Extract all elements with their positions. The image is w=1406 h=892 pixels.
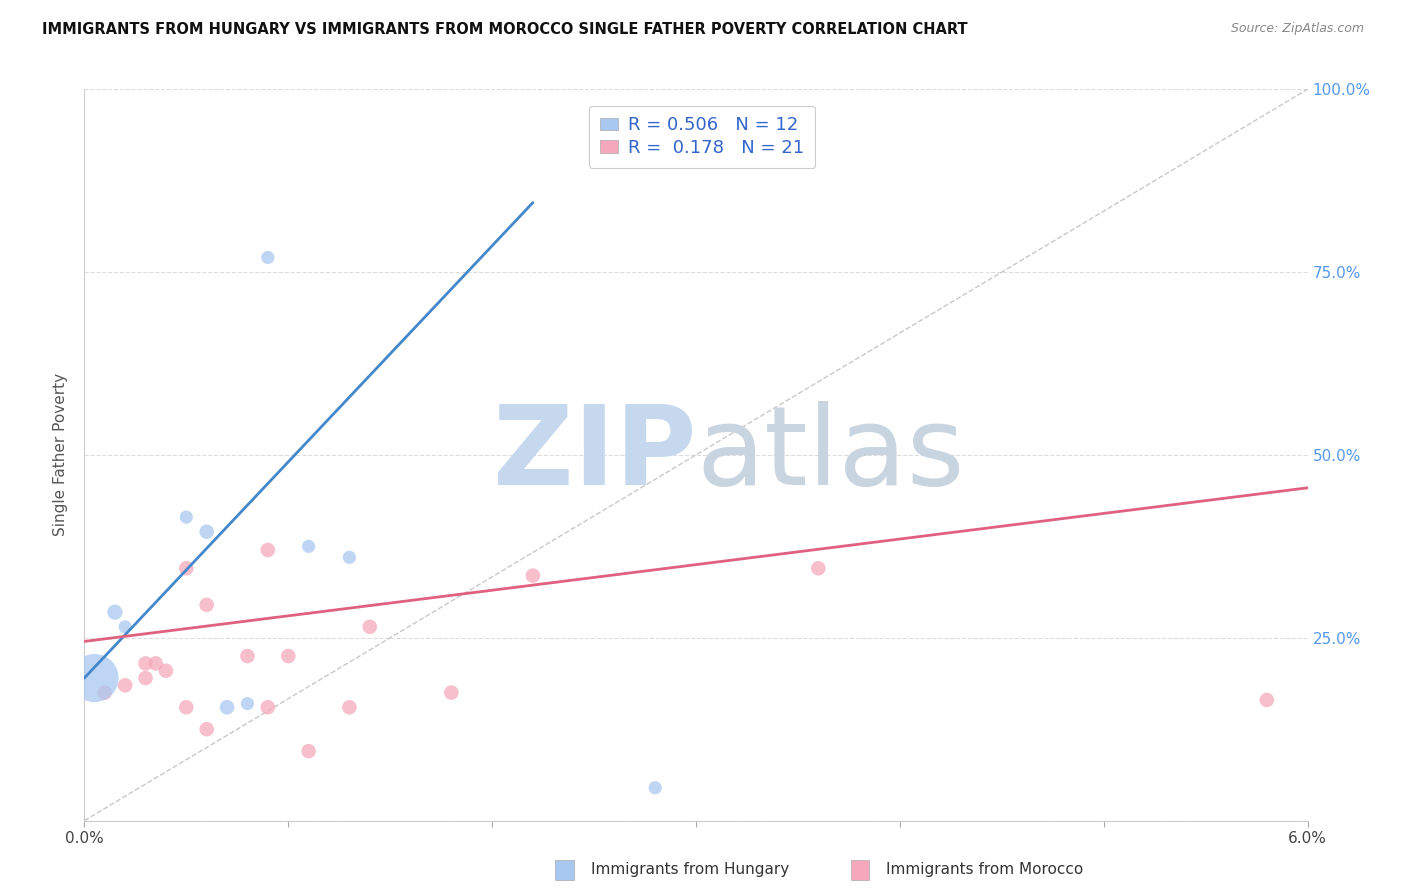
Point	[195, 524, 218, 539]
Point	[114, 620, 136, 634]
Point	[277, 649, 299, 664]
Point	[195, 598, 218, 612]
Text: ZIP: ZIP	[492, 401, 696, 508]
Point	[807, 561, 830, 575]
Point	[359, 620, 381, 634]
Text: Source: ZipAtlas.com: Source: ZipAtlas.com	[1230, 22, 1364, 36]
Point	[217, 700, 239, 714]
Point	[93, 686, 117, 700]
Point	[257, 251, 280, 265]
Text: Immigrants from Hungary: Immigrants from Hungary	[591, 863, 789, 877]
Point	[176, 561, 198, 575]
Point	[644, 780, 666, 795]
Point	[603, 119, 626, 133]
Legend: R = 0.506   N = 12, R =  0.178   N = 21: R = 0.506 N = 12, R = 0.178 N = 21	[589, 105, 815, 168]
Point	[195, 723, 218, 737]
Point	[236, 697, 259, 711]
Point	[298, 744, 321, 758]
Point	[83, 671, 105, 685]
Point	[155, 664, 177, 678]
Y-axis label: Single Father Poverty: Single Father Poverty	[53, 374, 69, 536]
Point	[339, 700, 361, 714]
Point	[1256, 693, 1278, 707]
Text: IMMIGRANTS FROM HUNGARY VS IMMIGRANTS FROM MOROCCO SINGLE FATHER POVERTY CORRELA: IMMIGRANTS FROM HUNGARY VS IMMIGRANTS FR…	[42, 22, 967, 37]
Point	[339, 550, 361, 565]
Point	[298, 539, 321, 553]
Text: Immigrants from Morocco: Immigrants from Morocco	[886, 863, 1083, 877]
Point	[522, 568, 544, 582]
Point	[145, 657, 167, 671]
Point	[440, 686, 463, 700]
Point	[176, 510, 198, 524]
Point	[236, 649, 259, 664]
Point	[135, 657, 157, 671]
Point	[176, 700, 198, 714]
Point	[257, 543, 280, 558]
Point	[104, 605, 127, 619]
Point	[135, 671, 157, 685]
Point	[257, 700, 280, 714]
Point	[114, 678, 136, 692]
Text: atlas: atlas	[696, 401, 965, 508]
